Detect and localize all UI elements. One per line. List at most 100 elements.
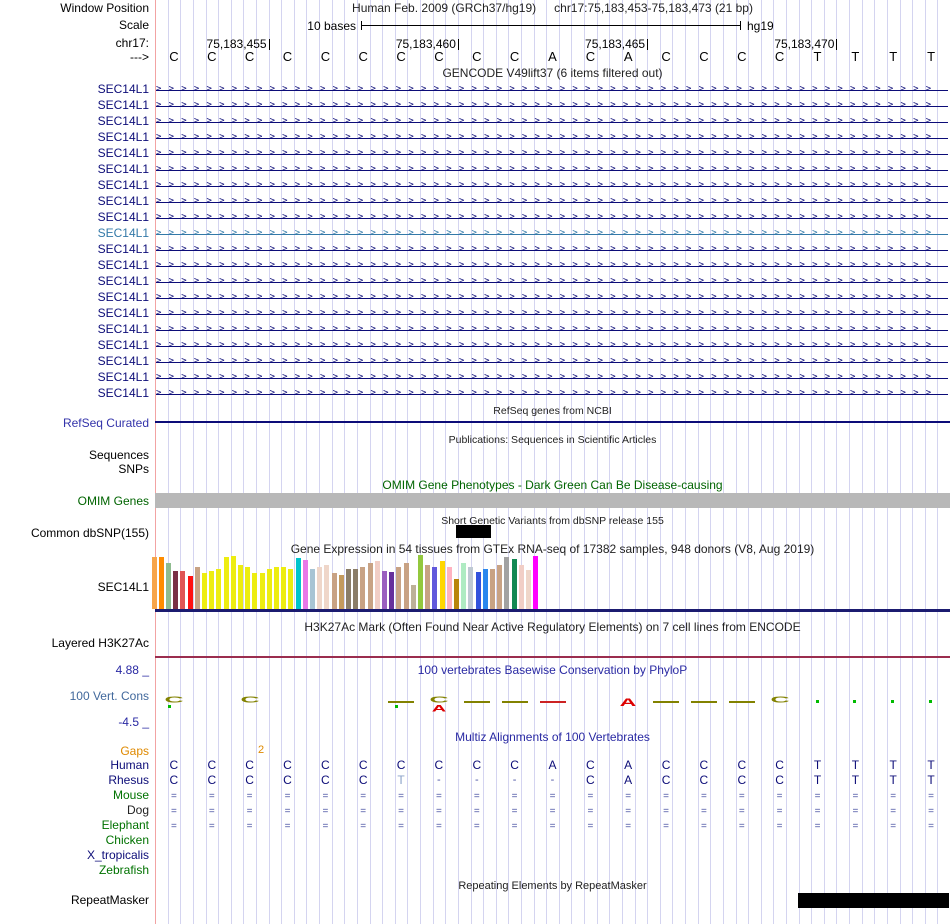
gene-row-label[interactable]: SEC14L1: [97, 114, 149, 128]
gtex-bar[interactable]: [453, 579, 459, 609]
gene-row-label[interactable]: SEC14L1: [97, 82, 149, 96]
track-label-snps[interactable]: SNPs: [118, 462, 149, 476]
gtex-bar[interactable]: [266, 569, 272, 609]
gtex-bar[interactable]: [468, 567, 474, 609]
gene-transcript-arrows[interactable]: >>>>>>>>>>>>>>>>>>>>>>>>>>>>>>>>>>>>>>>>…: [156, 212, 948, 224]
gtex-bar[interactable]: [360, 567, 366, 609]
omim-title[interactable]: OMIM Gene Phenotypes - Dark Green Can Be…: [382, 478, 723, 492]
publications-title[interactable]: Publications: Sequences in Scientific Ar…: [448, 434, 657, 446]
gtex-bar[interactable]: [353, 569, 359, 609]
gtex-bar[interactable]: [367, 563, 373, 609]
gtex-bar[interactable]: [345, 569, 351, 609]
gtex-bar[interactable]: [331, 573, 337, 609]
repeat-element-box[interactable]: [798, 893, 949, 908]
species-label-elephant[interactable]: Elephant: [101, 818, 149, 832]
track-label-omim-genes[interactable]: OMIM Genes: [77, 494, 149, 508]
gtex-bar[interactable]: [417, 555, 423, 609]
gene-row-label[interactable]: SEC14L1: [97, 386, 149, 400]
gene-transcript-arrows[interactable]: >>>>>>>>>>>>>>>>>>>>>>>>>>>>>>>>>>>>>>>>…: [156, 100, 948, 112]
gtex-bar[interactable]: [489, 569, 495, 609]
gene-transcript-arrows[interactable]: >>>>>>>>>>>>>>>>>>>>>>>>>>>>>>>>>>>>>>>>…: [156, 356, 948, 368]
track-label-refseq-curated[interactable]: RefSeq Curated: [62, 416, 149, 430]
gtex-bar[interactable]: [245, 567, 251, 609]
gene-transcript-arrows[interactable]: >>>>>>>>>>>>>>>>>>>>>>>>>>>>>>>>>>>>>>>>…: [156, 180, 948, 192]
refseq-gene-line[interactable]: [155, 421, 950, 423]
dbsnp-variant-box[interactable]: [456, 525, 491, 538]
gene-row-label[interactable]: SEC14L1: [97, 274, 149, 288]
gene-transcript-arrows[interactable]: >>>>>>>>>>>>>>>>>>>>>>>>>>>>>>>>>>>>>>>>…: [156, 276, 948, 288]
gene-transcript-arrows[interactable]: >>>>>>>>>>>>>>>>>>>>>>>>>>>>>>>>>>>>>>>>…: [156, 196, 948, 208]
species-label-human[interactable]: Human: [110, 758, 149, 772]
gene-transcript-arrows[interactable]: >>>>>>>>>>>>>>>>>>>>>>>>>>>>>>>>>>>>>>>>…: [156, 116, 948, 128]
gtex-bar[interactable]: [511, 559, 517, 609]
track-label-common-dbsnp[interactable]: Common dbSNP(155): [30, 526, 149, 540]
gene-row-label[interactable]: SEC14L1: [97, 258, 149, 272]
gtex-bar[interactable]: [403, 563, 409, 609]
gene-row-label[interactable]: SEC14L1: [97, 98, 149, 112]
gene-row-label[interactable]: SEC14L1: [97, 290, 149, 304]
gtex-bar[interactable]: [288, 569, 294, 609]
gene-transcript-arrows[interactable]: >>>>>>>>>>>>>>>>>>>>>>>>>>>>>>>>>>>>>>>>…: [156, 244, 948, 256]
gtex-bar[interactable]: [497, 565, 503, 609]
gene-transcript-arrows[interactable]: >>>>>>>>>>>>>>>>>>>>>>>>>>>>>>>>>>>>>>>>…: [156, 260, 948, 272]
gtex-bar[interactable]: [151, 557, 157, 609]
gtex-bar[interactable]: [216, 569, 222, 609]
gtex-bar[interactable]: [302, 560, 308, 609]
track-label-repeatmasker[interactable]: RepeatMasker: [70, 893, 149, 907]
gene-transcript-arrows[interactable]: >>>>>>>>>>>>>>>>>>>>>>>>>>>>>>>>>>>>>>>>…: [156, 164, 948, 176]
gene-transcript-arrows[interactable]: >>>>>>>>>>>>>>>>>>>>>>>>>>>>>>>>>>>>>>>>…: [156, 308, 948, 320]
gtex-bar[interactable]: [425, 565, 431, 609]
gene-transcript-arrows[interactable]: >>>>>>>>>>>>>>>>>>>>>>>>>>>>>>>>>>>>>>>>…: [156, 132, 948, 144]
track-label-gtex-gene[interactable]: SEC14L1: [97, 580, 149, 594]
gtex-bar[interactable]: [230, 556, 236, 609]
gtex-bar[interactable]: [374, 561, 380, 609]
gene-transcript-arrows[interactable]: >>>>>>>>>>>>>>>>>>>>>>>>>>>>>>>>>>>>>>>>…: [156, 340, 948, 352]
gtex-bar[interactable]: [273, 567, 279, 609]
gtex-bar[interactable]: [533, 556, 539, 609]
gene-row-label[interactable]: SEC14L1: [97, 242, 149, 256]
gtex-bar[interactable]: [259, 573, 265, 609]
gene-row-label[interactable]: SEC14L1: [97, 210, 149, 224]
gene-transcript-arrows[interactable]: >>>>>>>>>>>>>>>>>>>>>>>>>>>>>>>>>>>>>>>>…: [156, 228, 948, 240]
gtex-bar[interactable]: [396, 567, 402, 609]
species-label-zebrafish[interactable]: Zebrafish: [98, 863, 149, 877]
gtex-bar[interactable]: [309, 569, 315, 609]
gtex-bar[interactable]: [201, 573, 207, 609]
gene-transcript-arrows[interactable]: >>>>>>>>>>>>>>>>>>>>>>>>>>>>>>>>>>>>>>>>…: [156, 388, 948, 400]
gtex-bar[interactable]: [317, 567, 323, 609]
gene-transcript-arrows[interactable]: >>>>>>>>>>>>>>>>>>>>>>>>>>>>>>>>>>>>>>>>…: [156, 372, 948, 384]
species-label-rhesus[interactable]: Rhesus: [108, 773, 149, 787]
track-label-100-vert-cons[interactable]: 100 Vert. Cons: [69, 689, 149, 703]
gtex-bar[interactable]: [223, 557, 229, 609]
gene-row-label[interactable]: SEC14L1: [97, 162, 149, 176]
gene-row-label[interactable]: SEC14L1: [97, 322, 149, 336]
species-label-chicken[interactable]: Chicken: [105, 833, 149, 847]
gene-transcript-arrows[interactable]: >>>>>>>>>>>>>>>>>>>>>>>>>>>>>>>>>>>>>>>>…: [156, 292, 948, 304]
gtex-bar[interactable]: [209, 571, 215, 609]
gtex-bar[interactable]: [432, 567, 438, 609]
gtex-bar[interactable]: [389, 572, 395, 609]
species-label-mouse[interactable]: Mouse: [112, 788, 149, 802]
refseq-title[interactable]: RefSeq genes from NCBI: [493, 405, 612, 417]
gtex-bar[interactable]: [504, 557, 510, 609]
multiz-title[interactable]: Multiz Alignments of 100 Vertebrates: [455, 730, 650, 744]
gtex-bar[interactable]: [295, 558, 301, 609]
track-label-layered-h3k27ac[interactable]: Layered H3K27Ac: [51, 636, 149, 650]
gtex-bar[interactable]: [237, 565, 243, 609]
gencode-title[interactable]: GENCODE V49lift37 (6 items filtered out): [442, 66, 663, 80]
gene-row-label[interactable]: SEC14L1: [97, 354, 149, 368]
phylop-title[interactable]: 100 vertebrates Basewise Conservation by…: [417, 663, 688, 677]
track-label-sequences[interactable]: Sequences: [88, 448, 149, 462]
gtex-bar[interactable]: [461, 563, 467, 609]
h3k27ac-title[interactable]: H3K27Ac Mark (Often Found Near Active Re…: [304, 620, 801, 634]
gtex-bar[interactable]: [324, 565, 330, 609]
gene-row-label[interactable]: SEC14L1: [97, 338, 149, 352]
dbsnp-title[interactable]: Short Genetic Variants from dbSNP releas…: [441, 515, 664, 527]
gtex-bar[interactable]: [518, 565, 524, 609]
gtex-title[interactable]: Gene Expression in 54 tissues from GTEx …: [290, 542, 815, 556]
gtex-bar[interactable]: [194, 567, 200, 609]
gtex-bar[interactable]: [338, 575, 344, 609]
gtex-bar[interactable]: [482, 569, 488, 609]
gtex-bar[interactable]: [158, 557, 164, 609]
gene-transcript-arrows[interactable]: >>>>>>>>>>>>>>>>>>>>>>>>>>>>>>>>>>>>>>>>…: [156, 148, 948, 160]
